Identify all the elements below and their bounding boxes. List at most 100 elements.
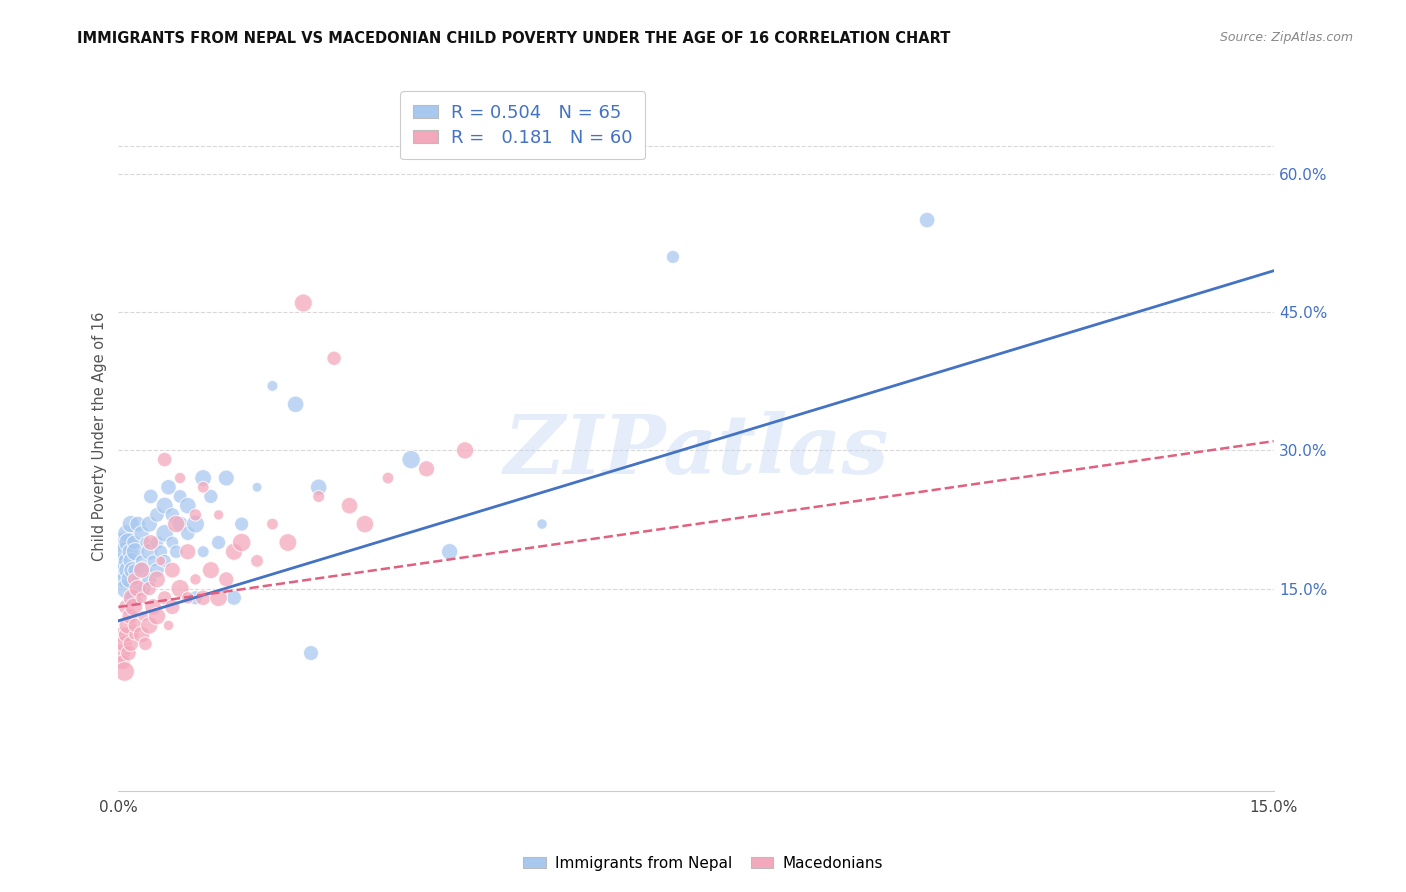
Point bbox=[121, 563, 143, 577]
Point bbox=[153, 499, 176, 513]
Point bbox=[284, 397, 307, 411]
Point bbox=[115, 582, 138, 596]
Point bbox=[165, 545, 187, 559]
Point bbox=[169, 517, 191, 532]
Point bbox=[215, 471, 238, 485]
Point bbox=[399, 452, 422, 467]
Point bbox=[292, 296, 315, 310]
Point bbox=[377, 471, 399, 485]
Point bbox=[117, 563, 139, 577]
Point bbox=[138, 517, 160, 532]
Point bbox=[162, 563, 184, 577]
Point bbox=[415, 462, 437, 476]
Point bbox=[134, 535, 156, 549]
Point bbox=[124, 545, 146, 559]
Point bbox=[165, 517, 187, 532]
Point bbox=[134, 637, 156, 651]
Point bbox=[120, 517, 142, 532]
Point bbox=[191, 545, 214, 559]
Point bbox=[169, 490, 191, 504]
Point bbox=[184, 517, 207, 532]
Legend: R = 0.504   N = 65, R =   0.181   N = 60: R = 0.504 N = 65, R = 0.181 N = 60 bbox=[401, 91, 645, 160]
Point bbox=[662, 250, 685, 264]
Point bbox=[122, 599, 145, 614]
Point bbox=[112, 637, 135, 651]
Point bbox=[122, 563, 145, 577]
Point bbox=[323, 351, 346, 366]
Point bbox=[146, 508, 169, 522]
Point bbox=[146, 572, 169, 586]
Text: ZIPatlas: ZIPatlas bbox=[503, 410, 889, 491]
Point bbox=[207, 535, 229, 549]
Point bbox=[308, 490, 330, 504]
Point bbox=[138, 618, 160, 632]
Point bbox=[454, 443, 477, 458]
Point bbox=[132, 609, 155, 624]
Point bbox=[184, 508, 207, 522]
Point bbox=[222, 545, 245, 559]
Point bbox=[153, 591, 176, 605]
Point bbox=[162, 599, 184, 614]
Point bbox=[110, 646, 132, 660]
Point bbox=[184, 572, 207, 586]
Point bbox=[121, 591, 143, 605]
Point bbox=[277, 535, 299, 549]
Point bbox=[139, 490, 162, 504]
Point bbox=[118, 609, 141, 624]
Point bbox=[112, 563, 135, 577]
Point bbox=[246, 554, 269, 568]
Point bbox=[131, 627, 153, 641]
Point bbox=[131, 582, 153, 596]
Point bbox=[112, 655, 135, 669]
Point bbox=[200, 490, 222, 504]
Point bbox=[153, 554, 176, 568]
Point bbox=[115, 599, 138, 614]
Point bbox=[120, 637, 142, 651]
Point bbox=[111, 554, 134, 568]
Point bbox=[149, 554, 172, 568]
Point bbox=[169, 471, 191, 485]
Point bbox=[191, 480, 214, 494]
Point bbox=[131, 526, 153, 541]
Point bbox=[138, 545, 160, 559]
Point bbox=[117, 535, 139, 549]
Point bbox=[122, 591, 145, 605]
Point bbox=[231, 535, 253, 549]
Point bbox=[142, 599, 165, 614]
Point bbox=[114, 545, 136, 559]
Point bbox=[215, 572, 238, 586]
Point bbox=[162, 508, 184, 522]
Point bbox=[246, 480, 269, 494]
Point bbox=[222, 591, 245, 605]
Point bbox=[915, 213, 938, 227]
Point bbox=[177, 545, 200, 559]
Point bbox=[146, 609, 169, 624]
Point bbox=[122, 572, 145, 586]
Point bbox=[118, 545, 141, 559]
Point bbox=[231, 517, 253, 532]
Point bbox=[299, 646, 322, 660]
Point bbox=[114, 572, 136, 586]
Point bbox=[157, 618, 180, 632]
Point bbox=[117, 646, 139, 660]
Point bbox=[339, 499, 361, 513]
Text: Source: ZipAtlas.com: Source: ZipAtlas.com bbox=[1219, 31, 1353, 45]
Point bbox=[162, 535, 184, 549]
Point bbox=[127, 517, 149, 532]
Point bbox=[439, 545, 461, 559]
Point bbox=[124, 618, 146, 632]
Point bbox=[191, 471, 214, 485]
Point bbox=[138, 572, 160, 586]
Point bbox=[118, 572, 141, 586]
Point bbox=[122, 535, 145, 549]
Point bbox=[122, 627, 145, 641]
Point bbox=[153, 526, 176, 541]
Point bbox=[132, 563, 155, 577]
Point bbox=[354, 517, 377, 532]
Point bbox=[177, 526, 200, 541]
Point bbox=[531, 517, 554, 532]
Point bbox=[111, 627, 134, 641]
Point bbox=[142, 554, 165, 568]
Point bbox=[146, 535, 169, 549]
Point bbox=[138, 582, 160, 596]
